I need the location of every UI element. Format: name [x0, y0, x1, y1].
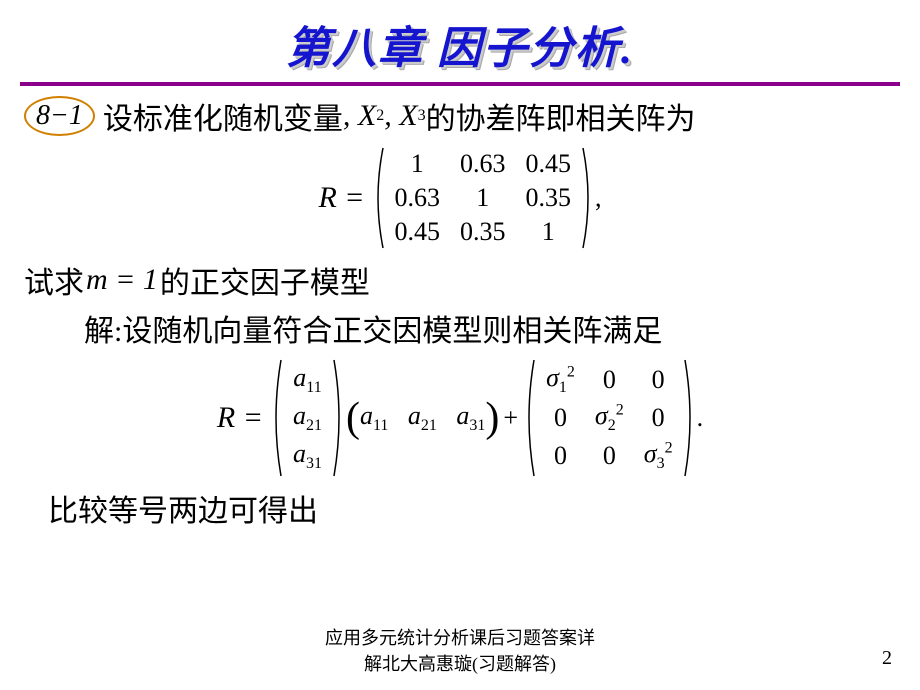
- var-x3: , X: [384, 99, 417, 133]
- footer-line-1: 应用多元统计分析课后习题答案详: [0, 624, 920, 650]
- left-paren-icon: [269, 358, 283, 478]
- slide-content: 8−1 设标准化随机变量 , X2 , X3 的协差阵即相关阵为 R = 10.…: [0, 86, 920, 530]
- sub-2: 2: [376, 107, 384, 125]
- right-paren-small: ): [485, 394, 499, 442]
- problem-line-2: 试求 m = 1 的正交因子模型: [24, 258, 896, 302]
- text-segment: 的正交因子模型: [160, 258, 370, 302]
- left-paren-small: (: [346, 394, 360, 442]
- text-segment: 设标准化随机变量: [103, 94, 343, 138]
- footer-line-2: 解北大高惠璇(习题解答): [0, 650, 920, 676]
- right-paren-icon: [683, 358, 697, 478]
- m-eq-1: m = 1: [86, 263, 158, 297]
- equation-2: R = a11 a21 a31 ( a11 a21 a31 ) + σ12 0: [24, 358, 896, 478]
- eq1-lhs: R =: [318, 181, 364, 215]
- right-paren-icon: [581, 146, 595, 250]
- chapter-title: 第八章 因子分析.: [286, 12, 634, 76]
- problem-line-1: 8−1 设标准化随机变量 , X2 , X3 的协差阵即相关阵为: [24, 94, 896, 138]
- text-segment: 的协差阵即相关阵为: [426, 94, 696, 138]
- column-vector: a11 a21 a31: [283, 361, 332, 476]
- problem-number-badge: 8−1: [24, 96, 95, 136]
- sub-3: 3: [418, 107, 426, 125]
- equation-1: R = 10.630.45 0.6310.35 0.450.351 ,: [24, 146, 896, 250]
- text-segment: 比较等号两边可得出: [48, 486, 318, 530]
- eq1-tail: ,: [595, 183, 602, 213]
- row-vector: a11 a21 a31: [360, 401, 485, 435]
- diagonal-matrix: σ12 0 0 0 σ22 0 0 0 σ32: [536, 361, 682, 476]
- eq2-lhs: R =: [217, 401, 263, 435]
- left-paren-icon: [522, 358, 536, 478]
- page-number: 2: [882, 647, 892, 670]
- eq2-tail: .: [697, 403, 704, 433]
- right-paren-icon: [332, 358, 346, 478]
- text-segment: 试求: [24, 258, 84, 302]
- left-paren-icon: [371, 146, 385, 250]
- plus-sign: +: [503, 403, 518, 433]
- var-x2: , X: [343, 99, 376, 133]
- slide-footer: 应用多元统计分析课后习题答案详 解北大高惠璇(习题解答): [0, 624, 920, 676]
- solution-line: 解:设随机向量符合正交因模型则相关阵满足: [84, 306, 896, 350]
- conclusion-line: 比较等号两边可得出: [48, 486, 896, 530]
- text-segment: 解:设随机向量符合正交因模型则相关阵满足: [84, 306, 662, 350]
- matrix-1: 10.630.45 0.6310.35 0.450.351: [385, 147, 582, 249]
